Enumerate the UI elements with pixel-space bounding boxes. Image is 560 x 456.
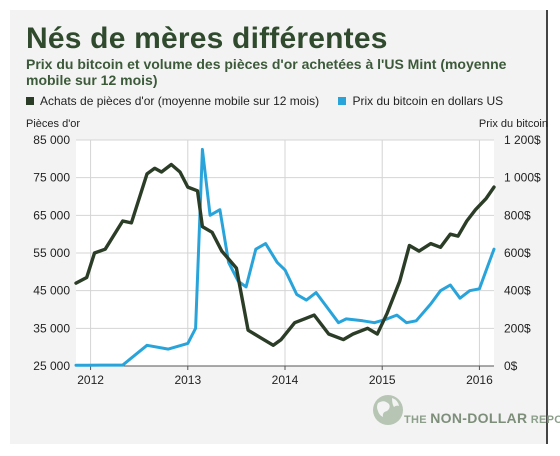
logo-suffix: REPORT (530, 414, 560, 426)
y-left-tick-label: 65 000 (33, 208, 70, 222)
y-right-tick-label: 800$ (504, 208, 531, 222)
legend: Achats de pièces d'or (moyenne mobile su… (26, 94, 546, 108)
x-tick-label: 2016 (466, 373, 493, 387)
globe-logo-icon (373, 395, 403, 425)
series-line-bitcoin (74, 147, 496, 367)
y-left-tick-label: 85 000 (33, 133, 70, 147)
legend-swatch-btc (338, 97, 347, 105)
left-axis-label: Pièces d'or (26, 118, 81, 130)
x-tick-label: 2012 (77, 373, 104, 387)
y-right-tick-label: 0$ (504, 359, 518, 373)
y-left-tick-label: 25 000 (33, 359, 70, 373)
legend-swatch-gold (26, 97, 34, 105)
y-left-tick-label: 45 000 (33, 284, 70, 298)
y-right-tick-label: 200$ (504, 321, 531, 335)
y-left-tick-label: 55 000 (33, 246, 70, 260)
x-tick-label: 2014 (272, 373, 299, 387)
logo-prefix: THE (404, 414, 427, 426)
logo-main: NON-DOLLAR (430, 410, 528, 426)
legend-item-gold: Achats de pièces d'or (moyenne mobile su… (26, 94, 319, 108)
y-right-tick-label: 600$ (504, 246, 531, 260)
series-line-gold (74, 162, 496, 347)
legend-label-gold: Achats de pièces d'or (moyenne mobile su… (40, 94, 320, 108)
chart-subtitle: Prix du bitcoin et volume des pièces d'o… (26, 56, 507, 88)
y-right-tick-label: 1 000$ (504, 171, 541, 185)
x-tick-label: 2015 (369, 373, 396, 387)
y-right-tick-label: 1 200$ (504, 133, 541, 147)
y-left-tick-label: 75 000 (33, 171, 70, 185)
legend-label-btc: Prix du bitcoin en dollars US (352, 94, 504, 108)
logo-text: THE NON-DOLLAR REPORT (404, 410, 560, 426)
x-tick-label: 2013 (174, 373, 201, 387)
y-left-tick-label: 35 000 (33, 321, 70, 335)
legend-item-btc: Prix du bitcoin en dollars US (338, 94, 503, 108)
right-axis-label: Prix du bitcoin (478, 118, 548, 130)
y-right-tick-label: 400$ (504, 284, 531, 298)
chart-title: Nés de mères différentes (26, 22, 388, 55)
